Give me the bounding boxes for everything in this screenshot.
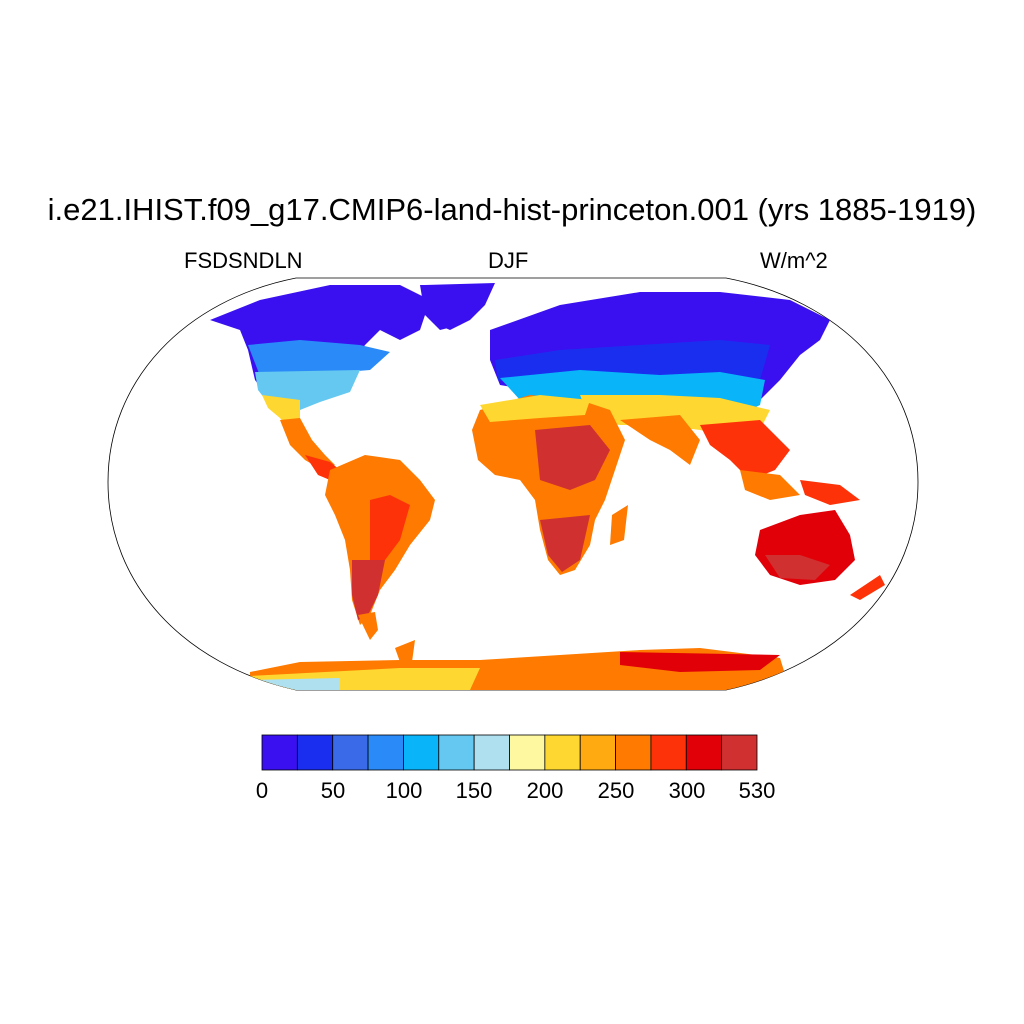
colorbar-tick-label: 0 xyxy=(255,778,269,803)
colorbar-swatch xyxy=(685,734,723,771)
colorbar-swatch xyxy=(332,734,369,771)
south-america-landmass xyxy=(325,455,435,640)
africa-landmass xyxy=(472,395,628,575)
colorbar-swatch xyxy=(296,734,334,771)
colorbar-swatch xyxy=(403,734,440,771)
colorbar-tick-label: 200 xyxy=(526,778,564,803)
colorbar-swatch xyxy=(438,734,475,771)
variable-label: FSDSNDLN xyxy=(184,248,303,273)
southeast-asia-islands xyxy=(740,470,860,505)
colorbar-swatch xyxy=(367,734,404,771)
colorbar-tick-label: 100 xyxy=(385,778,423,803)
colorbar-swatch xyxy=(650,734,687,771)
units-label: W/m^2 xyxy=(760,248,828,273)
colorbar-swatch xyxy=(579,734,616,771)
colorbar-swatch xyxy=(615,734,652,771)
colorbar-tick-label: 150 xyxy=(455,778,493,803)
colorbar-swatch xyxy=(261,734,298,771)
colorbar-tick-label: 300 xyxy=(668,778,706,803)
australia-landmass xyxy=(755,510,885,600)
colorbar-tick-label: 50 xyxy=(320,778,346,803)
colorbar-swatch xyxy=(509,734,546,771)
antarctica-landmass xyxy=(250,640,790,690)
colorbar-tick-label: 250 xyxy=(597,778,635,803)
colorbar-swatch xyxy=(544,734,581,771)
colorbar-tick-label: 530 xyxy=(738,778,776,803)
season-label: DJF xyxy=(488,248,529,273)
figure-title: i.e21.IHIST.f09_g17.CMIP6-land-hist-prin… xyxy=(47,192,977,227)
eurasia-landmass xyxy=(490,292,830,480)
greenland-landmass xyxy=(425,283,495,330)
colorbar-swatch xyxy=(721,734,758,771)
colorbar-swatch xyxy=(473,734,510,771)
